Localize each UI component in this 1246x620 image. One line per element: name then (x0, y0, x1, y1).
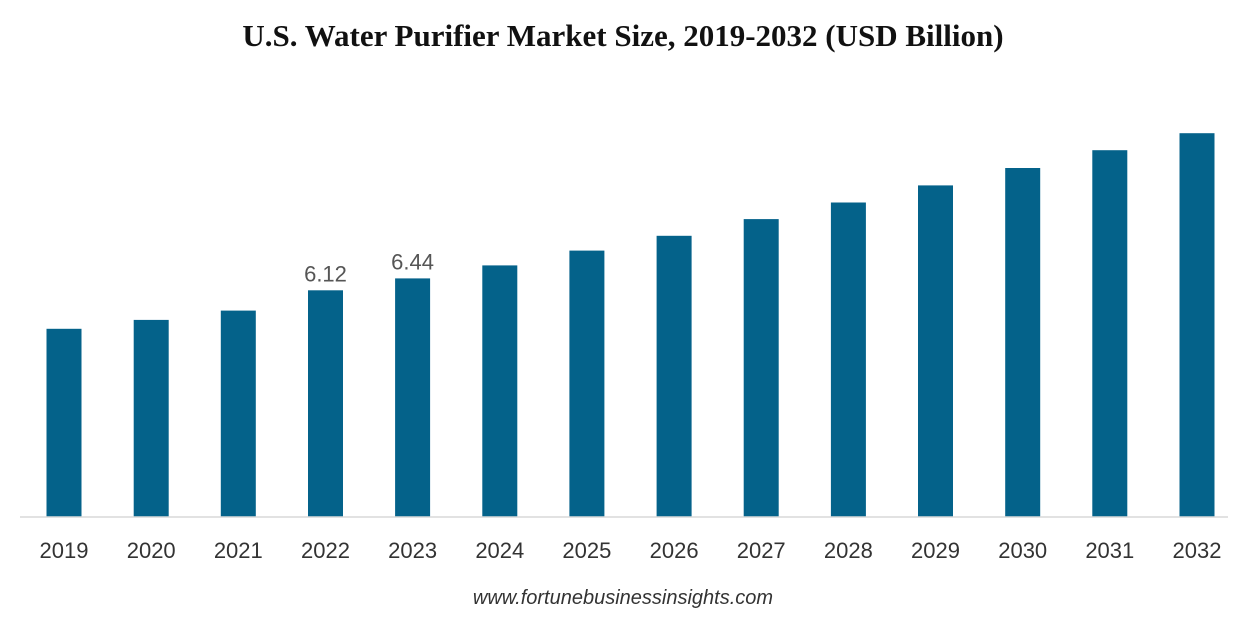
x-tick-label-2029: 2029 (911, 538, 960, 563)
bar-2032 (1179, 133, 1215, 517)
x-tick-label-2032: 2032 (1173, 538, 1222, 563)
x-tick-label-2028: 2028 (824, 538, 873, 563)
x-tick-label-2030: 2030 (998, 538, 1047, 563)
x-tick-label-2025: 2025 (562, 538, 611, 563)
data-label-2023: 6.44 (391, 249, 434, 274)
data-labels: 6.12 6.44 (304, 249, 434, 286)
bar-2022 (308, 290, 343, 517)
bar-2028 (830, 202, 866, 517)
bar-2021 (220, 310, 256, 517)
bar-2020 (133, 319, 169, 517)
bars-group (46, 133, 1215, 518)
x-tick-labels: 2019 2020 2021 2022 2023 2024 2025 2026 2027 2028… (40, 538, 1222, 563)
x-tick-label-2027: 2027 (737, 538, 786, 563)
bar-2029 (918, 185, 953, 517)
x-tick-label-2023: 2023 (388, 538, 437, 563)
data-label-2022: 6.12 (304, 261, 347, 286)
x-tick-label-2022: 2022 (301, 538, 350, 563)
bar-2025 (569, 250, 605, 517)
bar-2019 (46, 328, 82, 517)
bar-2024 (482, 265, 518, 517)
bar-2023 (395, 278, 431, 517)
source-watermark: www.fortunebusinessinsights.com (472, 587, 774, 609)
bar-2030 (1005, 168, 1041, 517)
x-tick-label-2020: 2020 (127, 538, 176, 563)
x-tick-label-2019: 2019 (40, 538, 89, 563)
bar-2026 (656, 235, 692, 518)
x-tick-label-2024: 2024 (475, 538, 524, 563)
x-tick-label-2026: 2026 (650, 538, 699, 563)
x-tick-label-2031: 2031 (1085, 538, 1134, 563)
bar-2027 (743, 219, 779, 517)
chart-title: U.S. Water Purifier Market Size, 2019-20… (242, 18, 1004, 53)
bar-2031 (1092, 150, 1128, 517)
x-tick-label-2021: 2021 (214, 538, 263, 563)
